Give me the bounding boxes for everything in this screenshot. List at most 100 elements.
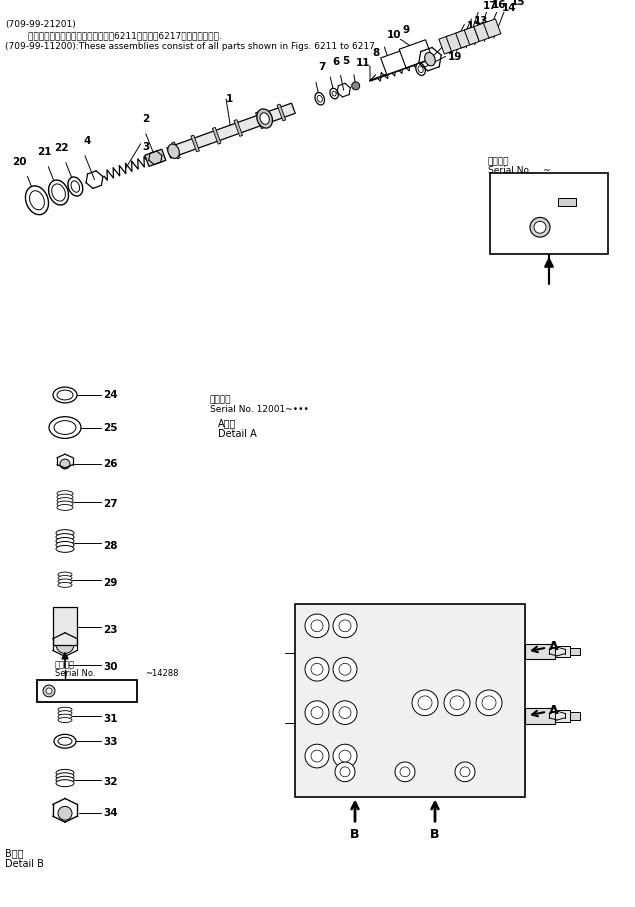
Ellipse shape bbox=[332, 92, 336, 96]
Polygon shape bbox=[380, 49, 411, 74]
Ellipse shape bbox=[58, 707, 72, 712]
Text: 14: 14 bbox=[501, 3, 516, 13]
Circle shape bbox=[335, 762, 355, 782]
Ellipse shape bbox=[58, 582, 72, 588]
Text: 13: 13 bbox=[474, 16, 488, 26]
Ellipse shape bbox=[425, 53, 435, 66]
Circle shape bbox=[395, 762, 415, 782]
Ellipse shape bbox=[54, 735, 76, 748]
Circle shape bbox=[311, 663, 323, 675]
Circle shape bbox=[339, 707, 351, 718]
Circle shape bbox=[340, 767, 350, 776]
Text: 34: 34 bbox=[103, 808, 117, 818]
Ellipse shape bbox=[56, 538, 74, 544]
Polygon shape bbox=[190, 135, 199, 151]
Text: A: A bbox=[549, 639, 559, 653]
Ellipse shape bbox=[56, 769, 74, 776]
Bar bbox=[295, 604, 525, 796]
Text: 12: 12 bbox=[466, 22, 481, 32]
Text: 5: 5 bbox=[342, 55, 350, 65]
Circle shape bbox=[333, 614, 357, 638]
Text: 22: 22 bbox=[55, 142, 69, 152]
Circle shape bbox=[476, 690, 502, 716]
Text: 30: 30 bbox=[103, 662, 117, 672]
Text: 13A: 13A bbox=[518, 180, 554, 199]
Ellipse shape bbox=[57, 498, 73, 503]
Text: 2: 2 bbox=[142, 114, 149, 124]
Text: 10: 10 bbox=[386, 30, 401, 40]
Ellipse shape bbox=[58, 579, 72, 584]
Text: (709-99-11200):These assemblies consist of all parts shown in Figs. 6211 to 6217: (709-99-11200):These assemblies consist … bbox=[5, 42, 378, 51]
Circle shape bbox=[305, 745, 329, 768]
Text: B: B bbox=[350, 828, 359, 841]
Bar bbox=[37, 680, 137, 702]
Text: 18: 18 bbox=[450, 36, 464, 46]
Bar bbox=[525, 644, 555, 659]
Polygon shape bbox=[145, 149, 166, 166]
Text: 1: 1 bbox=[226, 94, 233, 104]
Ellipse shape bbox=[57, 504, 73, 511]
Ellipse shape bbox=[58, 572, 72, 577]
Circle shape bbox=[60, 459, 70, 469]
Circle shape bbox=[450, 696, 464, 709]
Text: 3: 3 bbox=[143, 141, 150, 151]
Circle shape bbox=[352, 82, 359, 90]
Bar bbox=[570, 648, 580, 656]
Ellipse shape bbox=[260, 112, 269, 124]
Circle shape bbox=[333, 658, 357, 681]
Circle shape bbox=[43, 685, 55, 697]
Text: 30A: 30A bbox=[76, 685, 104, 698]
Circle shape bbox=[412, 690, 438, 716]
Ellipse shape bbox=[58, 576, 72, 580]
Text: 26: 26 bbox=[103, 459, 117, 469]
Polygon shape bbox=[255, 112, 264, 129]
Text: 17: 17 bbox=[483, 1, 498, 11]
Text: Serial No.    ~: Serial No. ~ bbox=[488, 166, 551, 175]
Text: 23: 23 bbox=[103, 625, 117, 635]
Circle shape bbox=[339, 663, 351, 675]
Polygon shape bbox=[167, 103, 295, 158]
Circle shape bbox=[305, 658, 329, 681]
Ellipse shape bbox=[56, 533, 74, 541]
Ellipse shape bbox=[168, 144, 179, 159]
Circle shape bbox=[418, 696, 432, 709]
Text: 11: 11 bbox=[356, 58, 370, 68]
Ellipse shape bbox=[56, 545, 74, 552]
Circle shape bbox=[482, 696, 496, 709]
Text: 25: 25 bbox=[103, 423, 117, 433]
Bar bbox=[490, 173, 608, 254]
Ellipse shape bbox=[418, 66, 423, 73]
Text: 19: 19 bbox=[448, 52, 462, 62]
Ellipse shape bbox=[58, 711, 72, 716]
Text: (709-99-21201): (709-99-21201) bbox=[5, 20, 76, 29]
Polygon shape bbox=[474, 22, 493, 42]
Polygon shape bbox=[277, 104, 286, 121]
Ellipse shape bbox=[257, 109, 272, 128]
Bar bbox=[558, 198, 576, 206]
Circle shape bbox=[56, 636, 74, 653]
Ellipse shape bbox=[57, 390, 73, 400]
Ellipse shape bbox=[56, 530, 74, 537]
Text: Serial No. 12001~•••: Serial No. 12001~••• bbox=[210, 405, 309, 414]
Circle shape bbox=[400, 767, 410, 776]
Text: 13A: 13A bbox=[525, 214, 544, 224]
Polygon shape bbox=[212, 127, 221, 144]
Ellipse shape bbox=[54, 421, 76, 434]
Ellipse shape bbox=[68, 177, 83, 196]
Text: これらのアセンブリの構成部品は第6211図から第6217図まで含みます.: これらのアセンブリの構成部品は第6211図から第6217図まで含みます. bbox=[5, 31, 222, 40]
Text: Detail B: Detail B bbox=[5, 859, 44, 869]
Circle shape bbox=[534, 221, 546, 233]
Text: 27: 27 bbox=[103, 499, 117, 509]
Circle shape bbox=[339, 619, 351, 632]
Text: 28: 28 bbox=[103, 541, 117, 551]
Ellipse shape bbox=[49, 416, 81, 438]
Ellipse shape bbox=[71, 180, 79, 192]
Text: 8: 8 bbox=[372, 48, 379, 58]
Bar bbox=[53, 607, 77, 645]
Polygon shape bbox=[464, 26, 479, 44]
Text: 32: 32 bbox=[103, 776, 117, 786]
Text: 6: 6 bbox=[332, 57, 340, 67]
Text: B詳細: B詳細 bbox=[5, 848, 23, 858]
Polygon shape bbox=[483, 19, 501, 38]
Text: 33: 33 bbox=[103, 737, 117, 747]
